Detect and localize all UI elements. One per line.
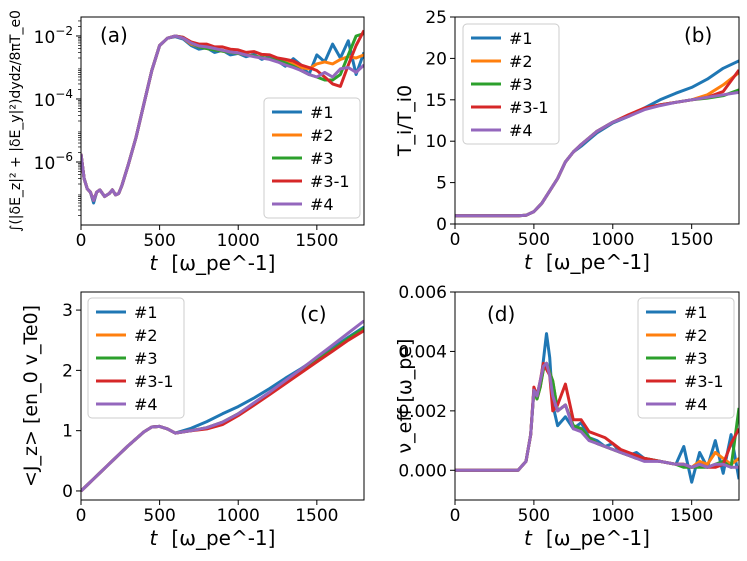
x-axis-label-units: [ω_pe^-1] <box>546 526 650 550</box>
y-tick-label: 5 <box>436 174 447 194</box>
x-axis-label: t [ω_pe^-1] <box>150 526 276 550</box>
axes-frame <box>80 291 365 501</box>
legend-label: #2 <box>134 326 158 345</box>
legend-label: #3 <box>134 349 158 368</box>
x-axis-label-var: t <box>150 526 159 550</box>
y-tick-label: 10−6 <box>34 150 73 174</box>
x-tick-label: 1500 <box>295 231 338 251</box>
y-tick-label: 1 <box>62 422 73 442</box>
legend-label: #4 <box>509 121 533 140</box>
legend-label: #1 <box>509 29 533 48</box>
legend-label: #3-1 <box>134 372 174 391</box>
y-tick-exponent: −6 <box>55 150 73 164</box>
legend-label: #2 <box>509 52 533 71</box>
x-axis-label: t [ω_pe^-1] <box>524 250 650 274</box>
legend-label: #1 <box>310 103 334 122</box>
y-tick-label: 10 <box>425 132 447 152</box>
legend: #1 #2 #3 #3-1 #4 <box>462 23 560 145</box>
y-tick-label: 0.006 <box>398 283 447 303</box>
y-tick-label: 25 <box>425 8 447 28</box>
x-tick-label: 500 <box>518 230 550 250</box>
x-axis-label-units: [ω_pe^-1] <box>546 250 650 274</box>
y-axis-label: ν_eff [ω_pe] <box>394 339 416 454</box>
y-tick-label: 20 <box>425 49 447 69</box>
panel-annotation: (b) <box>684 23 712 47</box>
x-axis-label: t [ω_pe^-1] <box>524 526 650 550</box>
legend-label: #1 <box>684 303 708 322</box>
legend-label: #2 <box>310 126 334 145</box>
y-tick-label: 0.002 <box>398 402 447 422</box>
legend-label: #3 <box>310 149 334 168</box>
legend-label: #4 <box>684 395 708 414</box>
x-tick-label: 0 <box>450 230 461 250</box>
y-axis-label: <J_z> [en_0 v_Te0] <box>20 305 42 487</box>
x-tick-label: 1500 <box>670 230 713 250</box>
y-tick-label: 0 <box>436 215 447 235</box>
panel-3: 0 500 1000 1500 0.000 0.002 0.004 0.006 t [ω_pe^-… <box>394 283 740 550</box>
y-tick-label: 0.004 <box>398 342 447 362</box>
y-axis-label: ∫(|δE_z|² + |δE_y|²)dydz/8πT_e0 <box>8 10 24 232</box>
y-tick-exponent: −4 <box>55 87 73 101</box>
x-axis-label-units: [ω_pe^-1] <box>171 251 275 275</box>
series-line-#4 <box>455 90 739 218</box>
y-tick-exponent: −2 <box>55 24 73 38</box>
legend-box <box>637 297 735 419</box>
x-tick-label: 1000 <box>217 231 260 251</box>
series-line-#4 <box>81 319 364 493</box>
legend-label: #2 <box>684 326 708 345</box>
x-axis-label-units: [ω_pe^-1] <box>171 526 275 550</box>
y-tick-base: 10 <box>34 91 56 111</box>
y-tick-label: 2 <box>62 361 73 381</box>
panel-2: 0 500 1000 1500 0 1 2 3 t [ω_pe^-1] <J_z> [en_0 v_… <box>20 291 365 550</box>
x-tick-label: 0 <box>450 506 461 526</box>
x-tick-label: 0 <box>76 506 87 526</box>
x-tick-label: 1500 <box>670 506 713 526</box>
x-axis-label-var: t <box>524 526 533 550</box>
x-axis-label-var: t <box>524 250 533 274</box>
legend-label: #3 <box>509 75 533 94</box>
legend-label: #3-1 <box>684 372 724 391</box>
x-tick-label: 500 <box>143 231 175 251</box>
panel-annotation: (a) <box>100 23 128 47</box>
legend-label: #3-1 <box>310 172 350 191</box>
y-axis-label: T_i/T_i0 <box>394 85 416 157</box>
x-tick-label: 1000 <box>217 506 260 526</box>
y-tick-label: 0.000 <box>398 461 447 481</box>
y-tick-label: 0 <box>62 482 73 502</box>
legend-label: #3 <box>684 349 708 368</box>
y-tick-label: 15 <box>425 91 447 111</box>
series-line-#4 <box>81 34 364 202</box>
panel-1: 0 500 1000 1500 0 5 10 15 20 25 t [ω_pe^-1] T_i/T_i0… <box>394 8 740 274</box>
legend-label: #4 <box>310 195 334 214</box>
legend-label: #1 <box>134 303 158 322</box>
legend: #1 #2 #3 #3-1 #4 <box>87 297 185 419</box>
axes-frame <box>454 291 740 501</box>
x-tick-label: 1500 <box>295 506 338 526</box>
x-tick-label: 1000 <box>591 506 634 526</box>
x-tick-label: 500 <box>143 506 175 526</box>
x-axis-label: t [ω_pe^-1] <box>150 251 276 275</box>
x-tick-label: 1000 <box>591 230 634 250</box>
x-tick-label: 0 <box>76 231 87 251</box>
y-tick-label: 10−2 <box>34 24 73 48</box>
legend: #1 #2 #3 #3-1 #4 <box>637 297 735 419</box>
legend-box <box>263 97 361 219</box>
y-tick-base: 10 <box>34 154 56 174</box>
y-tick-label: 10−4 <box>34 87 73 111</box>
y-tick-label: 3 <box>62 301 73 321</box>
axes-frame <box>454 16 740 225</box>
legend-box <box>462 23 560 145</box>
series-line-#4 <box>455 361 739 472</box>
x-tick-label: 500 <box>518 506 550 526</box>
x-axis-label-var: t <box>150 251 159 275</box>
legend-label: #3-1 <box>509 98 549 117</box>
legend: #1 #2 #3 #3-1 #4 <box>263 97 361 219</box>
y-tick-base: 10 <box>34 28 56 48</box>
legend-box <box>87 297 185 419</box>
panel-annotation: (d) <box>487 302 515 326</box>
panel-annotation: (c) <box>300 302 327 326</box>
legend-label: #4 <box>134 395 158 414</box>
